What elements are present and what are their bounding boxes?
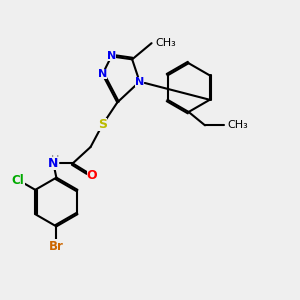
Text: CH₃: CH₃: [155, 38, 176, 48]
Text: Br: Br: [49, 240, 64, 253]
Text: N: N: [98, 69, 107, 79]
Text: O: O: [87, 169, 98, 182]
Text: S: S: [98, 118, 107, 131]
Text: H: H: [50, 155, 59, 165]
Text: N: N: [107, 51, 116, 62]
Text: N: N: [48, 157, 59, 170]
Text: CH₃: CH₃: [228, 120, 249, 130]
Text: Cl: Cl: [11, 174, 24, 187]
Text: N: N: [135, 76, 144, 87]
